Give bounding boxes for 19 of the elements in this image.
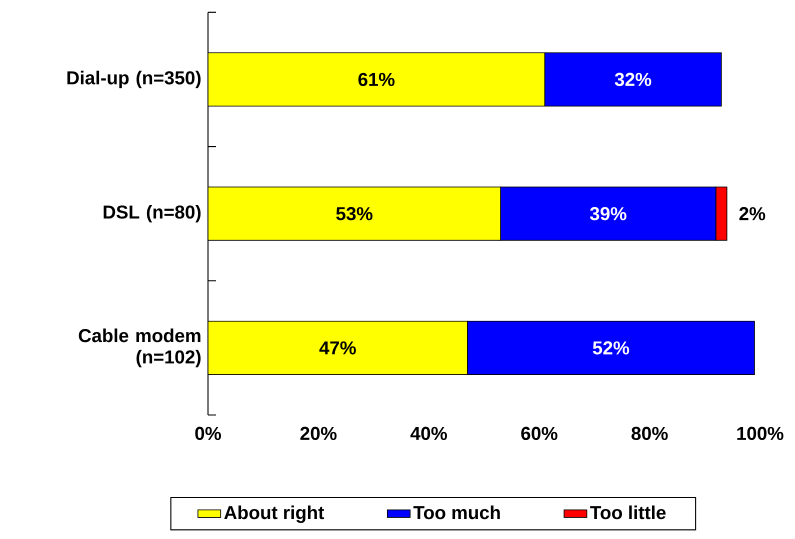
data-label: 52% (592, 341, 630, 354)
legend-label: Too much (413, 505, 500, 520)
data-label: 47% (319, 341, 356, 354)
data-label: 32% (614, 72, 652, 86)
data-label: 39% (590, 207, 626, 220)
data-label: 2% (739, 207, 766, 220)
legend-label: Too little (590, 505, 666, 520)
data-label: 61% (358, 72, 395, 86)
y-tick-label: DSL (n=80) (104, 204, 201, 222)
x-tick-label: 60% (521, 426, 558, 440)
x-tick-label: 20% (300, 426, 337, 440)
legend-label: About right (224, 505, 324, 523)
x-tick-label: 0% (195, 426, 221, 440)
y-tick-label: Cable modem (n=102) (78, 328, 201, 368)
x-tick-label: 80% (632, 426, 668, 440)
x-tick-label: 40% (410, 426, 447, 440)
y-tick-label: Dial-up (n=350) (67, 70, 201, 88)
data-label: 53% (336, 207, 372, 220)
x-tick-label: 100% (737, 426, 784, 440)
